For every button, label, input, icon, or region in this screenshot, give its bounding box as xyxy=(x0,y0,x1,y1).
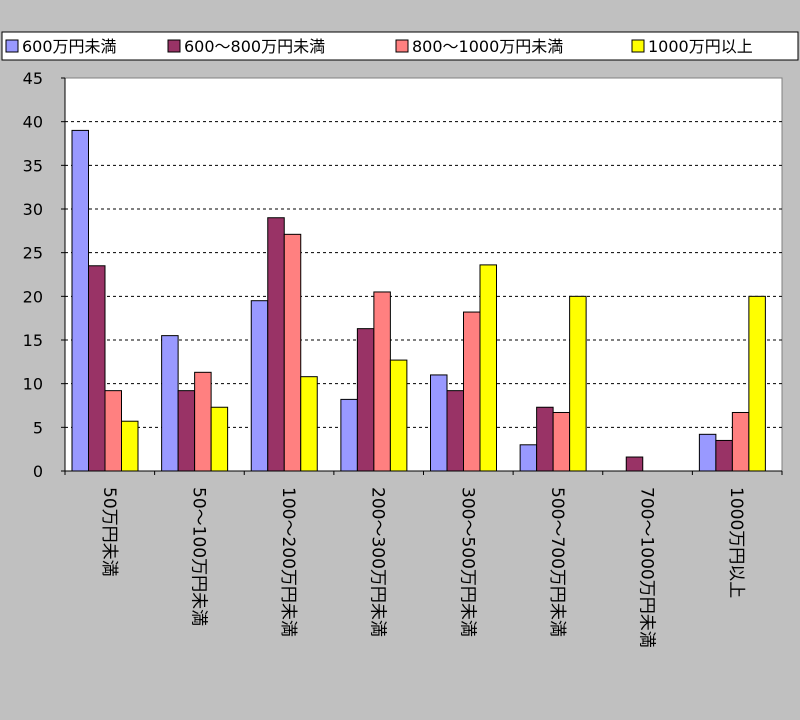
y-tick-label: 30 xyxy=(23,200,43,219)
bar-3-2 xyxy=(194,371,212,472)
bar-2-3 xyxy=(267,217,285,472)
bar-4-2 xyxy=(210,406,229,472)
bar-4-5 xyxy=(479,264,497,472)
bar-2-6 xyxy=(536,406,554,472)
bar-3-5 xyxy=(463,311,481,472)
bar-3-4 xyxy=(373,291,391,472)
x-category-label: 50～100万円未満 xyxy=(188,487,208,626)
bar-2-2 xyxy=(177,390,196,472)
y-tick-label: 35 xyxy=(23,156,43,175)
bar-2-8 xyxy=(715,439,733,472)
x-category-label: 300～500万円未満 xyxy=(457,487,477,637)
bar-2-7 xyxy=(625,456,644,472)
bar-1-1 xyxy=(71,129,89,472)
x-axis: 50万円未満 50～100万円未満 100～200万円未満 200～300万円未満 30… xyxy=(64,470,783,648)
x-category-label: 700～1000万円未満 xyxy=(637,487,657,648)
y-tick-label: 25 xyxy=(23,244,43,263)
x-category-label: 1000万円以上 xyxy=(726,487,746,598)
bar-1-8 xyxy=(698,433,717,472)
bar-4-6 xyxy=(569,295,587,472)
y-axis: 0 5 10 15 20 25 30 35 40 45 xyxy=(23,69,66,481)
bar-3-3 xyxy=(283,233,302,472)
legend-swatch-2 xyxy=(167,39,181,53)
legend: 600万円未満 600～800万円未満 800～1000万円未満 1000万円以上 xyxy=(1,31,799,61)
bar-4-1 xyxy=(121,420,139,472)
x-category-label: 50万円未満 xyxy=(99,487,119,577)
legend-swatch-3 xyxy=(395,39,409,53)
bar-1-3 xyxy=(250,300,269,472)
y-tick-label: 5 xyxy=(33,418,43,437)
bar-2-1 xyxy=(88,265,106,472)
bar-1-5 xyxy=(430,374,448,472)
y-tick-label: 20 xyxy=(23,287,43,306)
bar-1-6 xyxy=(519,444,538,472)
legend-swatch-4 xyxy=(631,39,645,53)
legend-label-1: 600万円未満 xyxy=(22,37,117,56)
legend-label-3: 800～1000万円未満 xyxy=(412,37,563,56)
bar-3-6 xyxy=(552,411,571,472)
y-tick-label: 45 xyxy=(23,69,43,88)
bar-1-4 xyxy=(340,398,358,472)
bar-4-3 xyxy=(300,376,318,472)
bar-1-2 xyxy=(161,335,179,472)
bar-3-8 xyxy=(731,411,750,472)
bar-3-1 xyxy=(104,390,122,472)
legend-swatch-1 xyxy=(5,39,19,53)
x-category-label: 200～300万円未満 xyxy=(368,487,388,637)
legend-label-4: 1000万円以上 xyxy=(648,37,753,56)
x-category-label: 500～700万円未満 xyxy=(547,487,567,637)
bar-4-8 xyxy=(748,295,766,472)
bar-2-4 xyxy=(356,328,375,472)
bar-2-5 xyxy=(446,390,464,472)
y-tick-label: 10 xyxy=(23,375,43,394)
y-tick-label: 40 xyxy=(23,113,43,132)
y-tick-label: 15 xyxy=(23,331,43,350)
y-tick-label: 0 xyxy=(33,462,43,481)
legend-label-2: 600～800万円未満 xyxy=(184,37,325,56)
bars xyxy=(71,129,766,472)
x-category-label: 100～200万円未満 xyxy=(278,487,298,637)
bar-4-4 xyxy=(389,359,408,472)
